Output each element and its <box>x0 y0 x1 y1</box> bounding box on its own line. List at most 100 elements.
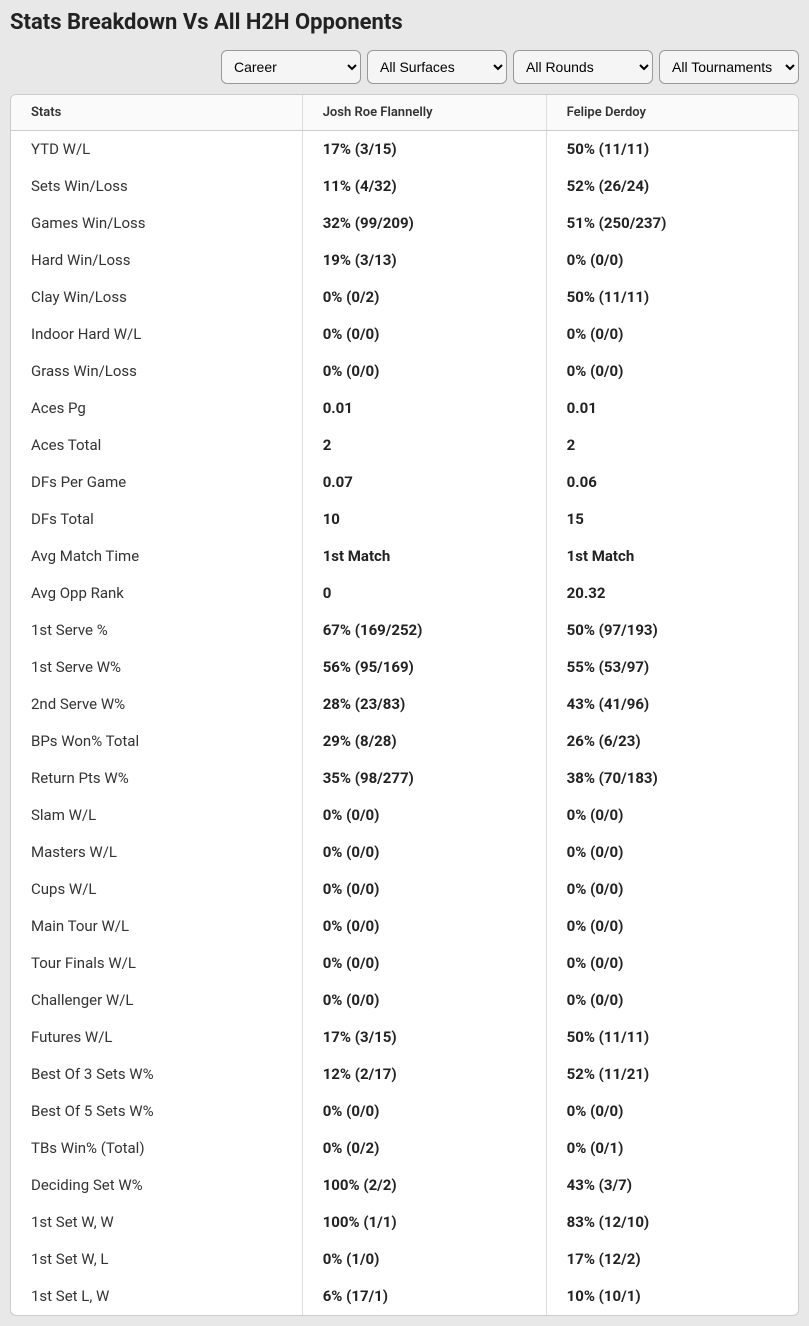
stat-p2-value: 55% (53/97) <box>546 649 798 686</box>
table-row: 1st Set L, W6% (17/1)10% (10/1) <box>11 1278 798 1315</box>
stat-label: 1st Set W, W <box>11 1204 302 1241</box>
stat-p2-value: 0.01 <box>546 390 798 427</box>
table-row: Clay Win/Loss0% (0/2)50% (11/11) <box>11 279 798 316</box>
stat-p1-value: 0% (1/0) <box>302 1241 546 1278</box>
stat-p2-value: 0% (0/0) <box>546 1093 798 1130</box>
surfaces-select[interactable]: All Surfaces <box>367 50 507 84</box>
stat-label: YTD W/L <box>11 131 302 169</box>
stat-p1-value: 0% (0/0) <box>302 982 546 1019</box>
table-row: Best Of 5 Sets W%0% (0/0)0% (0/0) <box>11 1093 798 1130</box>
stat-p1-value: 1st Match <box>302 538 546 575</box>
stat-p1-value: 11% (4/32) <box>302 168 546 205</box>
stat-p2-value: 2 <box>546 427 798 464</box>
table-row: Deciding Set W%100% (2/2)43% (3/7) <box>11 1167 798 1204</box>
stat-label: Futures W/L <box>11 1019 302 1056</box>
stat-label: Main Tour W/L <box>11 908 302 945</box>
table-row: Tour Finals W/L0% (0/0)0% (0/0) <box>11 945 798 982</box>
table-row: Avg Match Time1st Match1st Match <box>11 538 798 575</box>
table-row: Indoor Hard W/L0% (0/0)0% (0/0) <box>11 316 798 353</box>
stat-p1-value: 35% (98/277) <box>302 760 546 797</box>
table-row: 1st Serve %67% (169/252)50% (97/193) <box>11 612 798 649</box>
table-row: BPs Won% Total29% (8/28)26% (6/23) <box>11 723 798 760</box>
stat-label: TBs Win% (Total) <box>11 1130 302 1167</box>
stat-label: Masters W/L <box>11 834 302 871</box>
rounds-select[interactable]: All Rounds <box>513 50 653 84</box>
stat-p1-value: 0% (0/0) <box>302 353 546 390</box>
table-row: Challenger W/L0% (0/0)0% (0/0) <box>11 982 798 1019</box>
table-row: 1st Set W, L0% (1/0)17% (12/2) <box>11 1241 798 1278</box>
stat-label: Challenger W/L <box>11 982 302 1019</box>
stat-p2-value: 20.32 <box>546 575 798 612</box>
table-row: Cups W/L0% (0/0)0% (0/0) <box>11 871 798 908</box>
stat-p2-value: 0% (0/0) <box>546 945 798 982</box>
stat-p2-value: 15 <box>546 501 798 538</box>
table-row: 1st Serve W%56% (95/169)55% (53/97) <box>11 649 798 686</box>
stat-label: Best Of 5 Sets W% <box>11 1093 302 1130</box>
stat-p1-value: 19% (3/13) <box>302 242 546 279</box>
stat-p1-value: 17% (3/15) <box>302 131 546 169</box>
table-row: Slam W/L0% (0/0)0% (0/0) <box>11 797 798 834</box>
table-row: Hard Win/Loss19% (3/13)0% (0/0) <box>11 242 798 279</box>
table-row: Futures W/L17% (3/15)50% (11/11) <box>11 1019 798 1056</box>
stat-p2-value: 0% (0/0) <box>546 242 798 279</box>
stat-p2-value: 43% (41/96) <box>546 686 798 723</box>
table-row: TBs Win% (Total)0% (0/2)0% (0/1) <box>11 1130 798 1167</box>
stats-table: Stats Josh Roe Flannelly Felipe Derdoy Y… <box>11 95 798 1315</box>
stat-p1-value: 12% (2/17) <box>302 1056 546 1093</box>
stat-label: Games Win/Loss <box>11 205 302 242</box>
stat-p1-value: 0% (0/0) <box>302 871 546 908</box>
table-row: Return Pts W%35% (98/277)38% (70/183) <box>11 760 798 797</box>
stat-p2-value: 0% (0/0) <box>546 871 798 908</box>
table-row: DFs Total1015 <box>11 501 798 538</box>
stat-label: Best Of 3 Sets W% <box>11 1056 302 1093</box>
stat-p2-value: 50% (11/11) <box>546 1019 798 1056</box>
stat-label: Hard Win/Loss <box>11 242 302 279</box>
stat-label: Deciding Set W% <box>11 1167 302 1204</box>
table-row: 2nd Serve W%28% (23/83)43% (41/96) <box>11 686 798 723</box>
stat-p1-value: 28% (23/83) <box>302 686 546 723</box>
stat-p2-value: 0% (0/0) <box>546 797 798 834</box>
stat-p2-value: 10% (10/1) <box>546 1278 798 1315</box>
stat-p2-value: 50% (11/11) <box>546 131 798 169</box>
stat-p2-value: 50% (97/193) <box>546 612 798 649</box>
stat-p2-value: 52% (11/21) <box>546 1056 798 1093</box>
table-row: Aces Total22 <box>11 427 798 464</box>
table-row: DFs Per Game0.070.06 <box>11 464 798 501</box>
stat-p1-value: 0.07 <box>302 464 546 501</box>
stat-p1-value: 0% (0/0) <box>302 1093 546 1130</box>
stat-p1-value: 0.01 <box>302 390 546 427</box>
stats-table-wrap: Stats Josh Roe Flannelly Felipe Derdoy Y… <box>10 94 799 1316</box>
stat-label: 2nd Serve W% <box>11 686 302 723</box>
stat-p2-value: 52% (26/24) <box>546 168 798 205</box>
tournaments-select[interactable]: All Tournaments <box>659 50 799 84</box>
stat-p2-value: 0% (0/0) <box>546 908 798 945</box>
stat-label: DFs Total <box>11 501 302 538</box>
header-stats: Stats <box>11 95 302 131</box>
stat-p2-value: 0% (0/0) <box>546 834 798 871</box>
stat-p1-value: 0% (0/0) <box>302 908 546 945</box>
stat-p1-value: 29% (8/28) <box>302 723 546 760</box>
stat-p1-value: 0% (0/0) <box>302 834 546 871</box>
stat-label: Grass Win/Loss <box>11 353 302 390</box>
stat-p1-value: 67% (169/252) <box>302 612 546 649</box>
stat-label: Sets Win/Loss <box>11 168 302 205</box>
table-row: Grass Win/Loss0% (0/0)0% (0/0) <box>11 353 798 390</box>
stat-label: Cups W/L <box>11 871 302 908</box>
stat-p2-value: 26% (6/23) <box>546 723 798 760</box>
stat-label: Return Pts W% <box>11 760 302 797</box>
table-row: Masters W/L0% (0/0)0% (0/0) <box>11 834 798 871</box>
stat-label: Indoor Hard W/L <box>11 316 302 353</box>
stat-label: Tour Finals W/L <box>11 945 302 982</box>
stat-label: Aces Pg <box>11 390 302 427</box>
stat-p1-value: 2 <box>302 427 546 464</box>
stat-p2-value: 0% (0/0) <box>546 353 798 390</box>
stat-label: Avg Opp Rank <box>11 575 302 612</box>
table-row: YTD W/L17% (3/15)50% (11/11) <box>11 131 798 169</box>
stat-label: 1st Serve % <box>11 612 302 649</box>
stat-p1-value: 6% (17/1) <box>302 1278 546 1315</box>
stat-p1-value: 32% (99/209) <box>302 205 546 242</box>
career-select[interactable]: Career <box>221 50 361 84</box>
table-row: Best Of 3 Sets W%12% (2/17)52% (11/21) <box>11 1056 798 1093</box>
stat-p2-value: 38% (70/183) <box>546 760 798 797</box>
table-row: Main Tour W/L0% (0/0)0% (0/0) <box>11 908 798 945</box>
